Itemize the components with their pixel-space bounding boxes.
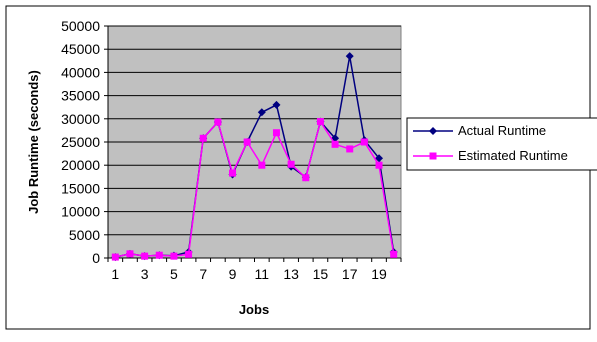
x-tick-label: 15 bbox=[313, 266, 329, 282]
data-point-estimated bbox=[141, 252, 149, 260]
data-point-estimated bbox=[375, 161, 383, 169]
data-point-estimated bbox=[390, 250, 398, 258]
x-tick-label: 19 bbox=[371, 266, 387, 282]
legend-label-estimated: Estimated Runtime bbox=[458, 148, 568, 163]
x-tick-label: 1 bbox=[111, 266, 119, 282]
x-axis-title: Jobs bbox=[239, 302, 269, 317]
data-point-actual bbox=[257, 108, 266, 117]
y-tick-label: 45000 bbox=[61, 41, 100, 57]
data-point-estimated bbox=[126, 250, 134, 258]
data-point-estimated bbox=[199, 134, 207, 142]
series-layer bbox=[111, 52, 398, 262]
y-tick-label: 20000 bbox=[61, 157, 100, 173]
y-tick-label: 10000 bbox=[61, 204, 100, 220]
legend-marker-estimated bbox=[429, 152, 437, 160]
data-point-estimated bbox=[302, 174, 310, 182]
data-point-estimated bbox=[155, 251, 163, 259]
data-point-estimated bbox=[316, 118, 324, 126]
y-tick-label: 25000 bbox=[61, 134, 100, 150]
legend-box bbox=[406, 117, 597, 171]
data-point-estimated bbox=[346, 145, 354, 153]
x-tick-label: 5 bbox=[170, 266, 178, 282]
y-tick-label: 40000 bbox=[61, 64, 100, 80]
y-tick-label: 0 bbox=[92, 250, 100, 266]
legend: Actual Runtime Estimated Runtime bbox=[406, 117, 597, 171]
data-point-estimated bbox=[258, 161, 266, 169]
data-point-estimated bbox=[243, 138, 251, 146]
data-point-estimated bbox=[287, 160, 295, 168]
x-tick-label: 9 bbox=[229, 266, 237, 282]
legend-marker-actual bbox=[429, 127, 437, 135]
data-point-estimated bbox=[170, 252, 178, 260]
x-tick-label: 11 bbox=[255, 266, 270, 282]
data-point-estimated bbox=[272, 129, 280, 137]
y-tick-label: 50000 bbox=[61, 18, 100, 34]
data-point-estimated bbox=[111, 253, 119, 261]
data-point-estimated bbox=[185, 250, 193, 258]
data-point-estimated bbox=[214, 118, 222, 126]
y-axis-title: Job Runtime (seconds) bbox=[26, 70, 41, 214]
data-point-estimated bbox=[360, 138, 368, 146]
y-tick-label: 15000 bbox=[61, 180, 100, 196]
data-point-actual bbox=[375, 154, 384, 163]
x-axis-ticks: 1 3 5 7 9 11 13 15 17 19 bbox=[107, 258, 402, 282]
data-point-actual bbox=[272, 100, 281, 109]
data-point-estimated bbox=[331, 140, 339, 148]
x-tick-label: 3 bbox=[141, 266, 149, 282]
y-tick-label: 5000 bbox=[69, 227, 100, 243]
x-tick-label: 7 bbox=[199, 266, 207, 282]
y-tick-label: 30000 bbox=[61, 111, 100, 127]
x-tick-label: 13 bbox=[283, 266, 299, 282]
x-tick-label: 17 bbox=[342, 266, 358, 282]
y-tick-label: 35000 bbox=[61, 88, 100, 104]
data-point-actual bbox=[345, 52, 354, 61]
y-axis-ticks: 0 5000 10000 15000 20000 25000 30000 35000 40000… bbox=[61, 18, 108, 266]
data-point-estimated bbox=[229, 169, 237, 177]
legend-label-actual: Actual Runtime bbox=[458, 123, 546, 138]
